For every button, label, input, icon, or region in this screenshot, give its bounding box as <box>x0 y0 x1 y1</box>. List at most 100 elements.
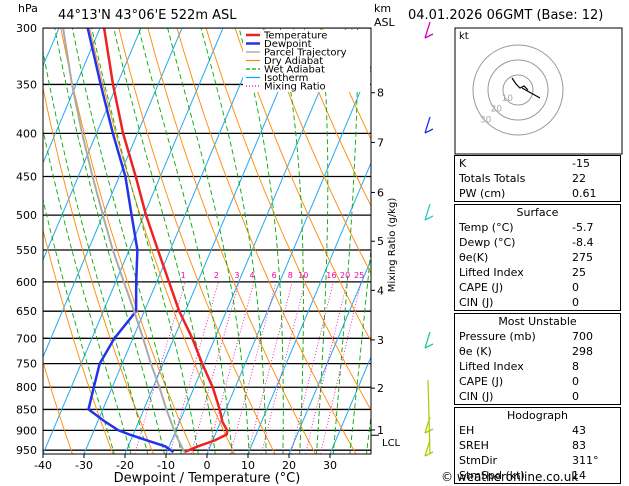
dry-adiabat-line <box>292 28 371 207</box>
mixing-ratio-line <box>169 281 219 454</box>
dry-adiabat-line <box>176 28 357 454</box>
dry-adiabat-line <box>89 28 235 454</box>
index-value: -5.7 <box>572 221 594 234</box>
index-label: EH <box>459 424 475 437</box>
dry-adiabat-line <box>60 28 195 454</box>
storm-motion-arrow <box>521 87 541 99</box>
index-row: Dewp (°C) -8.4 <box>455 235 620 250</box>
y-tick-label: 350 <box>16 78 37 91</box>
wind-barb-flag <box>424 343 434 349</box>
mixing-ratio-label: 1 <box>181 271 186 280</box>
wind-profile-line <box>427 379 431 455</box>
index-row: Lifted Index 25 <box>455 265 620 280</box>
dry-adiabat-line <box>234 28 371 343</box>
index-value: 0 <box>572 375 579 388</box>
index-row: CIN (J) 0 <box>455 295 620 310</box>
km-tick-label: 5 <box>377 235 384 248</box>
wind-barb-flag <box>424 215 434 221</box>
index-row: StmDir 311° <box>455 453 620 468</box>
y-tick-label: 650 <box>16 305 37 318</box>
wet-adiabat-line <box>43 49 149 454</box>
km-tick-label: 4 <box>377 284 384 297</box>
lcl-label: LCL <box>382 438 401 449</box>
mixing-ratio-label: 4 <box>250 271 255 280</box>
wet-adiabat-line <box>43 197 115 454</box>
isotherm-line <box>43 28 142 262</box>
mixing-ratio-line <box>206 281 255 454</box>
location-title: 44°13'N 43°06'E 522m ASL <box>58 8 237 23</box>
mixing-ratio-line <box>290 281 334 454</box>
index-row: StmSpd (kt) 14 <box>455 468 620 483</box>
wet-adiabat-line <box>167 28 250 454</box>
index-label: StmDir <box>459 454 498 467</box>
km-tick-label: 1 <box>377 424 384 437</box>
y-tick-label: 550 <box>16 244 37 257</box>
isotherm-line <box>329 355 371 454</box>
index-value: 0.61 <box>572 187 597 200</box>
isotherm-line <box>247 161 371 454</box>
index-row: θe (K) 298 <box>455 344 620 359</box>
isotherm-line <box>43 28 183 359</box>
km-tick-label: 6 <box>377 186 384 199</box>
index-value: 8 <box>572 360 579 373</box>
wet-adiabat-line <box>71 28 182 454</box>
dry-adiabat-line <box>118 28 276 454</box>
y-tick-label: 750 <box>16 358 37 371</box>
isotherm-line <box>288 258 371 454</box>
index-label: K <box>459 157 467 170</box>
x-tick-label: 0 <box>204 459 211 472</box>
hodograph-ring <box>487 59 549 121</box>
wind-barb <box>424 203 431 221</box>
series-temperature <box>102 28 229 454</box>
x-tick-label: -20 <box>116 459 134 472</box>
isotherm-line <box>124 28 306 454</box>
x-axis-title: Dewpoint / Temperature (°C) <box>114 471 301 486</box>
surface-title: Surface <box>516 206 559 219</box>
km-tick-label: 2 <box>377 382 384 395</box>
index-label: Dewp (°C) <box>459 236 516 249</box>
dry-adiabat-line <box>43 360 73 454</box>
index-value: -15 <box>572 157 590 170</box>
mixing-ratio-label: 6 <box>272 271 277 280</box>
wet-adiabat-line <box>238 28 284 454</box>
legend-label: Wet Adiabat <box>264 65 325 76</box>
y-tick-label: 500 <box>16 209 37 222</box>
legend-label: Dry Adiabat <box>264 56 323 67</box>
hodograph-ring <box>472 44 564 136</box>
index-value: 0 <box>572 281 579 294</box>
dry-adiabat-line <box>263 28 371 275</box>
footer-credit: © weatheronline.co.uk <box>441 470 579 484</box>
mixing-ratio-line <box>260 281 306 454</box>
wind-barb <box>424 116 431 134</box>
index-row: PW (cm) 0.61 <box>455 186 620 201</box>
basic-indices: K -15 Totals Totals 22 PW (cm) 0.61 <box>454 155 621 202</box>
km-tick-label: 3 <box>377 334 384 347</box>
index-label: Pressure (mb) <box>459 330 536 343</box>
dry-adiabat-line <box>43 228 114 454</box>
y-tick-label: 900 <box>16 424 37 437</box>
most-unstable-title: Most Unstable <box>498 315 577 328</box>
mixing-ratio-line <box>320 281 362 454</box>
mixing-ratio-line <box>305 281 348 454</box>
y-tick-label: 300 <box>16 22 37 35</box>
index-row: CAPE (J) 0 <box>455 280 620 295</box>
y-tick-label: 450 <box>16 171 37 184</box>
isotherm-line <box>83 28 265 454</box>
wet-adiabat-line <box>349 244 371 454</box>
mixing-ratio-label: 10 <box>298 271 308 280</box>
wet-adiabat-line <box>91 28 199 454</box>
index-label: CIN (J) <box>459 296 494 309</box>
mixing-ratio-label: 20 <box>340 271 350 280</box>
hodograph-section: Hodograph EH 43 SREH 83 StmDir 311° StmSpd (kt… <box>454 407 621 484</box>
index-row: θe(K) 275 <box>455 250 620 265</box>
index-value: 700 <box>572 330 593 343</box>
mixing-ratio-line <box>230 281 277 454</box>
hodograph-ring-label: 30 <box>480 115 492 125</box>
isotherm-line <box>206 64 371 454</box>
index-label: θe (K) <box>459 345 492 358</box>
wet-adiabat-line <box>332 28 359 454</box>
index-label: Totals Totals <box>459 172 526 185</box>
index-row: SREH 83 <box>455 438 620 453</box>
